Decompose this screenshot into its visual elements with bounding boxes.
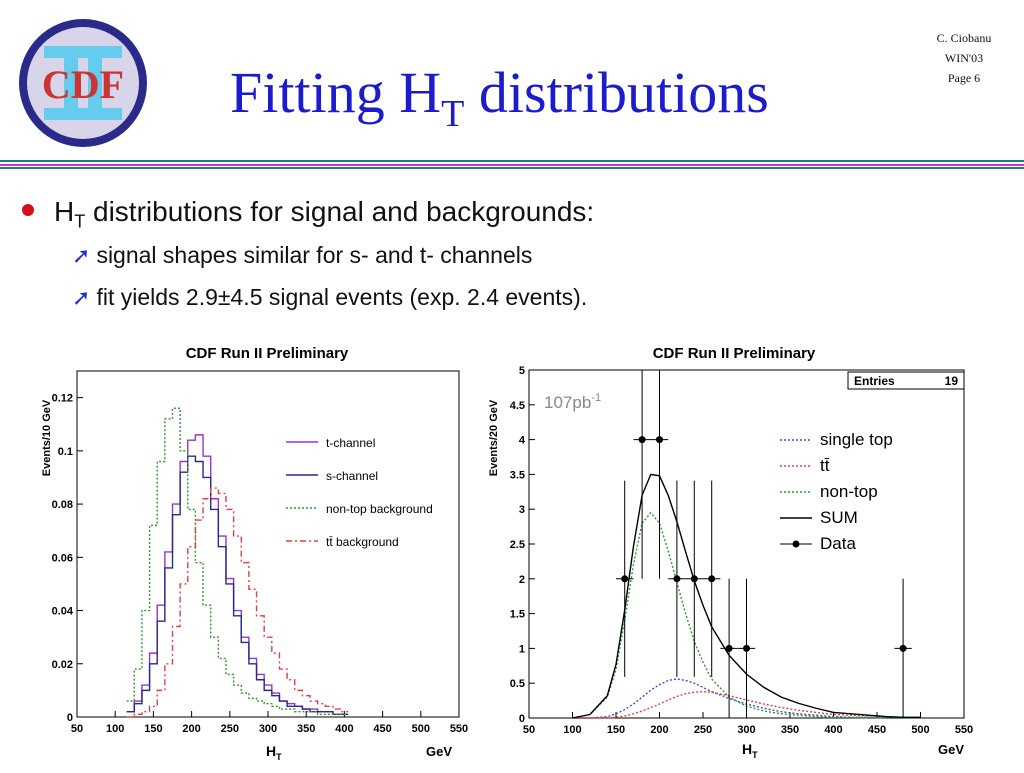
legend-label: s-channel [326,469,378,483]
series-line-2 [572,511,921,719]
data-point [673,575,681,583]
y-axis-label: Events/10 GeV [41,399,53,476]
page-title: Fitting HT distributions [230,60,769,135]
plot-frame [76,370,460,718]
data-point [725,644,733,652]
y-tick-label: 0.04 [52,606,74,618]
stats-value: 19 [945,374,959,388]
page-number: Page 6 [947,71,981,85]
stats-label: Entries [854,374,895,388]
chart-left: CDF Run II Preliminary Events/10 GeV HT … [34,338,474,773]
chart-title: CDF Run II Preliminary [186,345,349,362]
x-tick-label: 50 [71,723,83,735]
x-tick-label: 250 [694,724,712,736]
y-tick-label: 2 [519,574,525,586]
legend-label: tt̄ [820,456,830,475]
y-tick-label: 2.5 [510,539,525,551]
x-axis-unit: GeV [426,744,452,759]
y-tick-label: 0.12 [52,393,73,405]
annotation-lumi: 107pb-1 [544,392,601,412]
x-tick-label: 400 [335,723,353,735]
data-point [899,644,907,652]
x-tick-label: 350 [781,724,799,736]
y-tick-label: 1.5 [510,609,525,621]
series-line-2 [126,407,349,716]
y-tick-label: 4.5 [510,400,525,412]
arrow-ne-icon: ➚ [72,243,91,268]
x-tick-label: 200 [650,724,668,736]
y-tick-label: 4 [519,435,526,447]
x-tick-label: 50 [523,724,535,736]
y-axis-label: Events/20 GeV [488,399,500,476]
chart-right: CDF Run II Preliminary Events/20 GeV 107… [484,338,984,773]
bullet-sub-1: ➚ signal shapes similar for s- and t- cha… [72,242,533,268]
x-tick-label: 550 [955,724,973,736]
legend-label: non-top [820,482,878,501]
chart-right-svg: CDF Run II Preliminary Events/20 GeV 107… [488,345,973,760]
data-point [708,575,716,583]
x-axis-label: HT [266,743,282,762]
x-tick-label: 450 [868,724,886,736]
x-tick-label: 350 [297,723,315,735]
y-tick-label: 3.5 [510,469,525,481]
y-tick-label: 0.02 [52,659,73,671]
x-tick-label: 250 [221,723,239,735]
y-tick-label: 5 [519,365,525,377]
slide-meta: C. Ciobanu WIN'03 Page 6 [918,28,1010,88]
chart-left-svg: CDF Run II Preliminary Events/10 GeV HT … [41,345,468,762]
y-tick-label: 0.5 [510,678,525,690]
arrow-ne-icon: ➚ [72,285,91,310]
series-line-0 [126,434,349,716]
author-text: C. Ciobanu [936,31,992,45]
x-tick-label: 100 [106,723,124,735]
series-line-1 [126,455,349,716]
bullet-main: HT distributions for signal and backgrou… [22,196,594,233]
y-tick-label: 0.06 [52,552,73,564]
y-tick-label: 0.1 [58,446,73,458]
data-point [621,575,629,583]
legend-label: single top [820,430,893,449]
data-point [690,575,698,583]
data-point [743,644,750,652]
legend-label: SUM [820,508,858,527]
data-point [656,436,663,444]
logo-text: CDF [42,62,124,107]
x-tick-label: 150 [607,724,625,736]
legend-label: Data [820,534,856,553]
y-tick-label: 1 [519,643,525,655]
chart-title: CDF Run II Preliminary [653,345,816,362]
x-axis-unit: GeV [938,742,964,757]
bullet-dot-icon [22,204,34,216]
series-line-3 [572,473,921,719]
legend-label: tt̄ background [326,535,399,549]
x-tick-label: 550 [450,723,468,735]
bullet-sub-2: ➚ fit yields 2.9±4.5 signal events (exp. … [72,284,588,310]
x-tick-label: 300 [259,723,277,735]
x-tick-label: 500 [412,723,430,735]
y-tick-label: 3 [519,504,525,516]
header-divider [0,160,1024,169]
y-tick-label: 0 [519,713,525,725]
x-axis-label: HT [742,741,758,760]
legend-label: t-channel [326,436,375,450]
x-tick-label: 150 [144,723,162,735]
x-tick-label: 100 [563,724,581,736]
legend-label: non-top background [326,502,433,516]
conference-text: WIN'03 [944,51,984,65]
y-tick-label: 0 [67,712,73,724]
x-tick-label: 200 [182,723,200,735]
x-tick-label: 450 [373,723,391,735]
cdf-logo: CDF [16,16,150,150]
legend-marker [792,540,800,548]
y-tick-label: 0.08 [52,499,73,511]
x-tick-label: 300 [737,724,755,736]
x-tick-label: 500 [911,724,929,736]
data-point [638,436,646,444]
x-tick-label: 400 [824,724,842,736]
series-line-3 [126,487,349,718]
